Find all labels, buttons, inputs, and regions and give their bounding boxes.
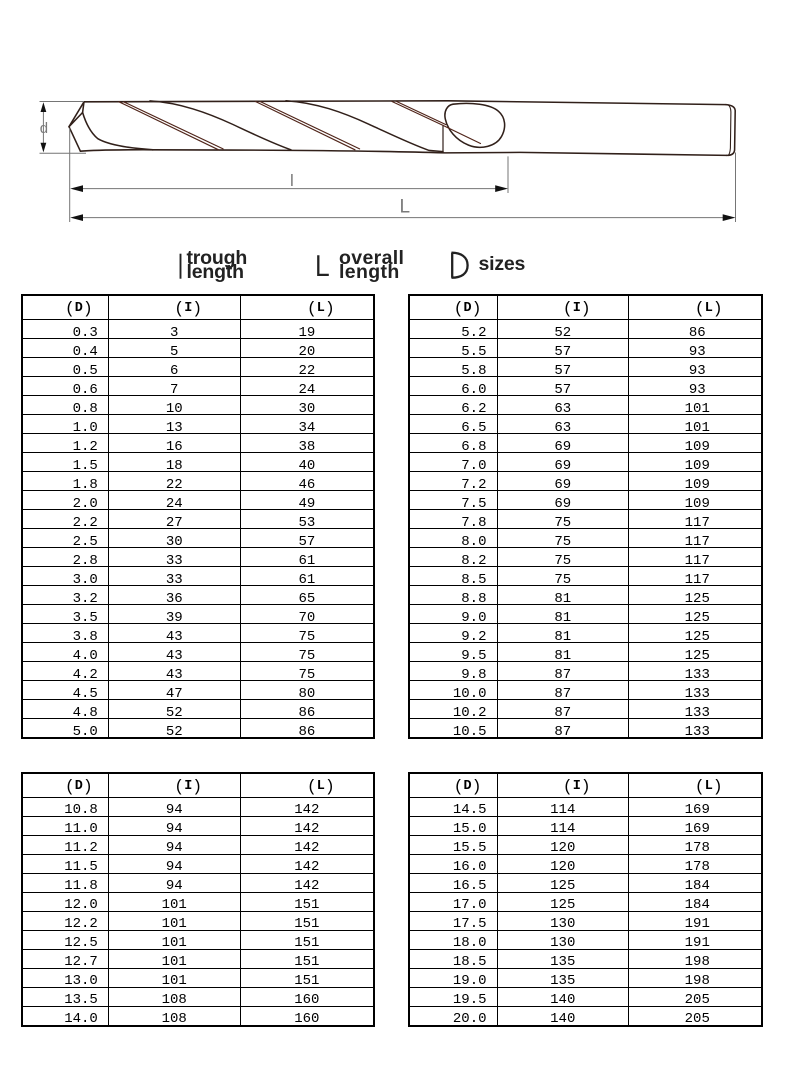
- svg-text:l: l: [290, 171, 294, 190]
- svg-text:d: d: [40, 120, 48, 137]
- svg-text:L: L: [400, 197, 411, 218]
